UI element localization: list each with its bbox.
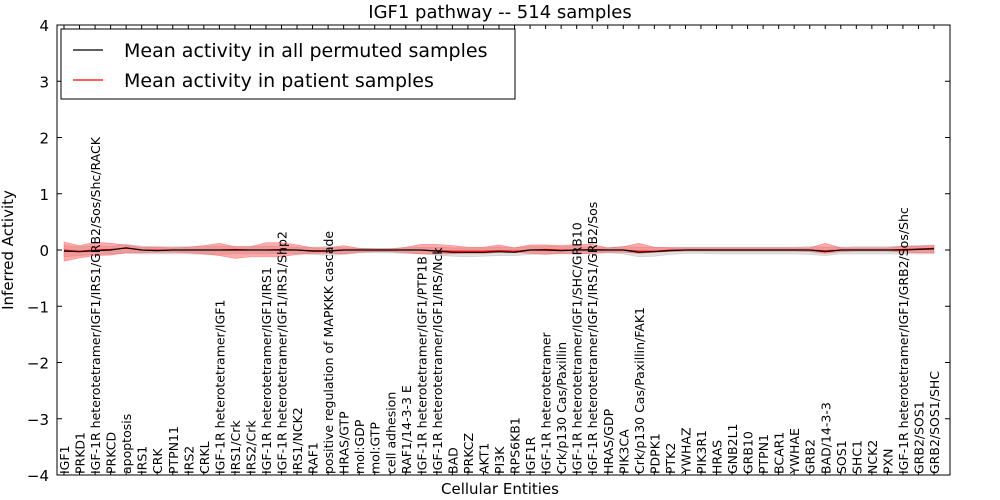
x-tick-label: IGF-1R heterotetramer/IGF1/IRS1/GRB2/Sos…	[88, 136, 103, 474]
x-tick-label: YWHAE	[787, 428, 802, 475]
x-tick-label: IGF-1R heterotetramer	[539, 331, 554, 474]
x-tick-label: IGF-1R heterotetramer/IGF1/IRS1/GRB2/Sos	[585, 202, 600, 474]
x-tick-label: HRAS	[710, 440, 725, 474]
x-tick-label: PI3K	[492, 446, 507, 474]
y-axis-ticks: −4 −3 −2 −1 0 1 2 3 4	[27, 17, 950, 485]
x-tick-label: IGF-1R heterotetramer/IGF1	[212, 300, 227, 474]
x-tick-label: PXN	[880, 449, 895, 474]
series-lines	[63, 247, 935, 253]
x-tick-label: IGF-1R heterotetramer/IGF1/GRB2/Sos/Shc	[896, 207, 911, 474]
x-tick-label: positive regulation of MAPKKK cascade	[321, 231, 336, 474]
x-tick-label: BCAR1	[772, 432, 787, 474]
legend-box	[60, 28, 516, 100]
x-tick-label: IGF1	[57, 445, 72, 474]
x-tick-label: BAD/14-3-3	[818, 402, 833, 474]
x-tick-label: PDPK1	[647, 433, 662, 474]
x-tick-label: CRKL	[197, 441, 212, 474]
y-tick-label: 2	[39, 130, 49, 148]
x-tick-label: NCK2	[865, 440, 880, 474]
x-tick-label: SOS1	[834, 440, 849, 474]
x-tick-label: PTK2	[663, 443, 678, 474]
x-axis-label: Cellular Entities	[441, 480, 559, 498]
x-tick-label: Crk/p130 Cas/Paxillin/FAK1	[632, 307, 647, 474]
x-tick-label: PIK3CA	[616, 429, 631, 474]
x-tick-label: PIK3R1	[694, 430, 709, 474]
y-tick-label: 1	[39, 186, 49, 204]
x-tick-label: IGF1R	[523, 436, 538, 474]
x-tick-label: IGF-1R heterotetramer/IGF1/IRS1/Shp2	[275, 231, 290, 474]
legend-label-patient: Mean activity in patient samples	[124, 70, 434, 92]
y-tick-label: −4	[27, 467, 49, 485]
legend-label-permuted: Mean activity in all permuted samples	[124, 40, 487, 62]
x-tick-label: IRS1/Crk	[228, 420, 243, 474]
x-tick-label: IRS1	[135, 446, 150, 474]
x-tick-label: mol:GTP	[368, 422, 383, 474]
x-tick-label: PRKD1	[73, 432, 88, 474]
x-tick-label: RAF1/14-3-3 E	[399, 385, 414, 474]
x-tick-label: IGF-1R heterotetramer/IGF1/IRS/Nck	[430, 247, 445, 474]
x-tick-label: RPS6KB1	[508, 417, 523, 474]
plot-frame	[56, 24, 951, 476]
y-tick-label: 3	[39, 73, 49, 91]
x-tick-label: HRAS/GDP	[601, 408, 616, 474]
x-tick-label: GRB10	[741, 431, 756, 474]
x-tick-label: BAD	[445, 447, 460, 474]
x-tick-label: mol:GDP	[352, 419, 367, 474]
y-tick-label: 0	[39, 242, 49, 260]
x-tick-label: AKT1	[477, 443, 492, 474]
x-tick-label: PRKCZ	[461, 433, 476, 474]
y-tick-label: −3	[27, 411, 49, 429]
x-tick-label: IGF-1R heterotetramer/IGF1/PTP1B	[414, 256, 429, 474]
y-tick-label: −2	[27, 355, 49, 373]
y-axis-label: Inferred Activity	[0, 190, 17, 310]
x-tick-label: PTPN1	[756, 434, 771, 474]
x-tick-label: CRK	[150, 448, 165, 474]
permuted-mean-line	[63, 247, 935, 253]
x-tick-label: IGF-1R heterotetramer/IGF1/IRS1	[259, 267, 274, 474]
x-tick-label: YWHAZ	[678, 427, 693, 475]
x-tick-label: GRB2/SOS1/SHC	[927, 371, 942, 474]
x-axis-ticks: IGF1 PRKD1 IGF-1R heterotetramer/IGF1/IRS1…	[57, 25, 942, 475]
x-tick-label: GRB2	[803, 439, 818, 474]
x-tick-label: RAF1	[306, 442, 321, 474]
y-tick-label: 4	[39, 17, 49, 35]
x-tick-label: IRS1/NCK2	[290, 407, 305, 474]
x-tick-label: PRKCD	[104, 432, 119, 474]
x-tick-label: IGF-1R heterotetramer/IGF1/SHC/GRB10	[570, 222, 585, 474]
x-tick-label: IRS2	[181, 446, 196, 474]
x-tick-label: SHC1	[849, 440, 864, 474]
x-tick-label: HRAS/GTP	[337, 411, 352, 474]
x-tick-label: IRS2/Crk	[243, 420, 258, 474]
x-tick-label: cell adhesion	[383, 392, 398, 474]
x-tick-label: apoptosis	[119, 414, 134, 474]
x-tick-label: Crk/p130 Cas/Paxillin	[554, 342, 569, 474]
y-tick-label: −1	[27, 298, 49, 316]
x-tick-label: GNB2L1	[725, 424, 740, 474]
legend: Mean activity in all permuted samples Me…	[60, 28, 516, 100]
x-tick-label: PTPN11	[166, 426, 181, 474]
x-tick-label: GRB2/SOS1	[912, 401, 927, 474]
chart-title: IGF1 pathway -- 514 samples	[368, 2, 631, 23]
